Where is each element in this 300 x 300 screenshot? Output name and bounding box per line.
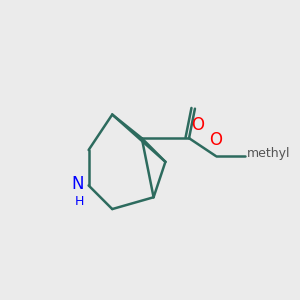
Text: methyl: methyl: [247, 147, 290, 160]
Text: H: H: [75, 195, 84, 208]
Text: O: O: [191, 116, 204, 134]
Text: N: N: [72, 175, 84, 193]
Text: O: O: [209, 130, 222, 148]
